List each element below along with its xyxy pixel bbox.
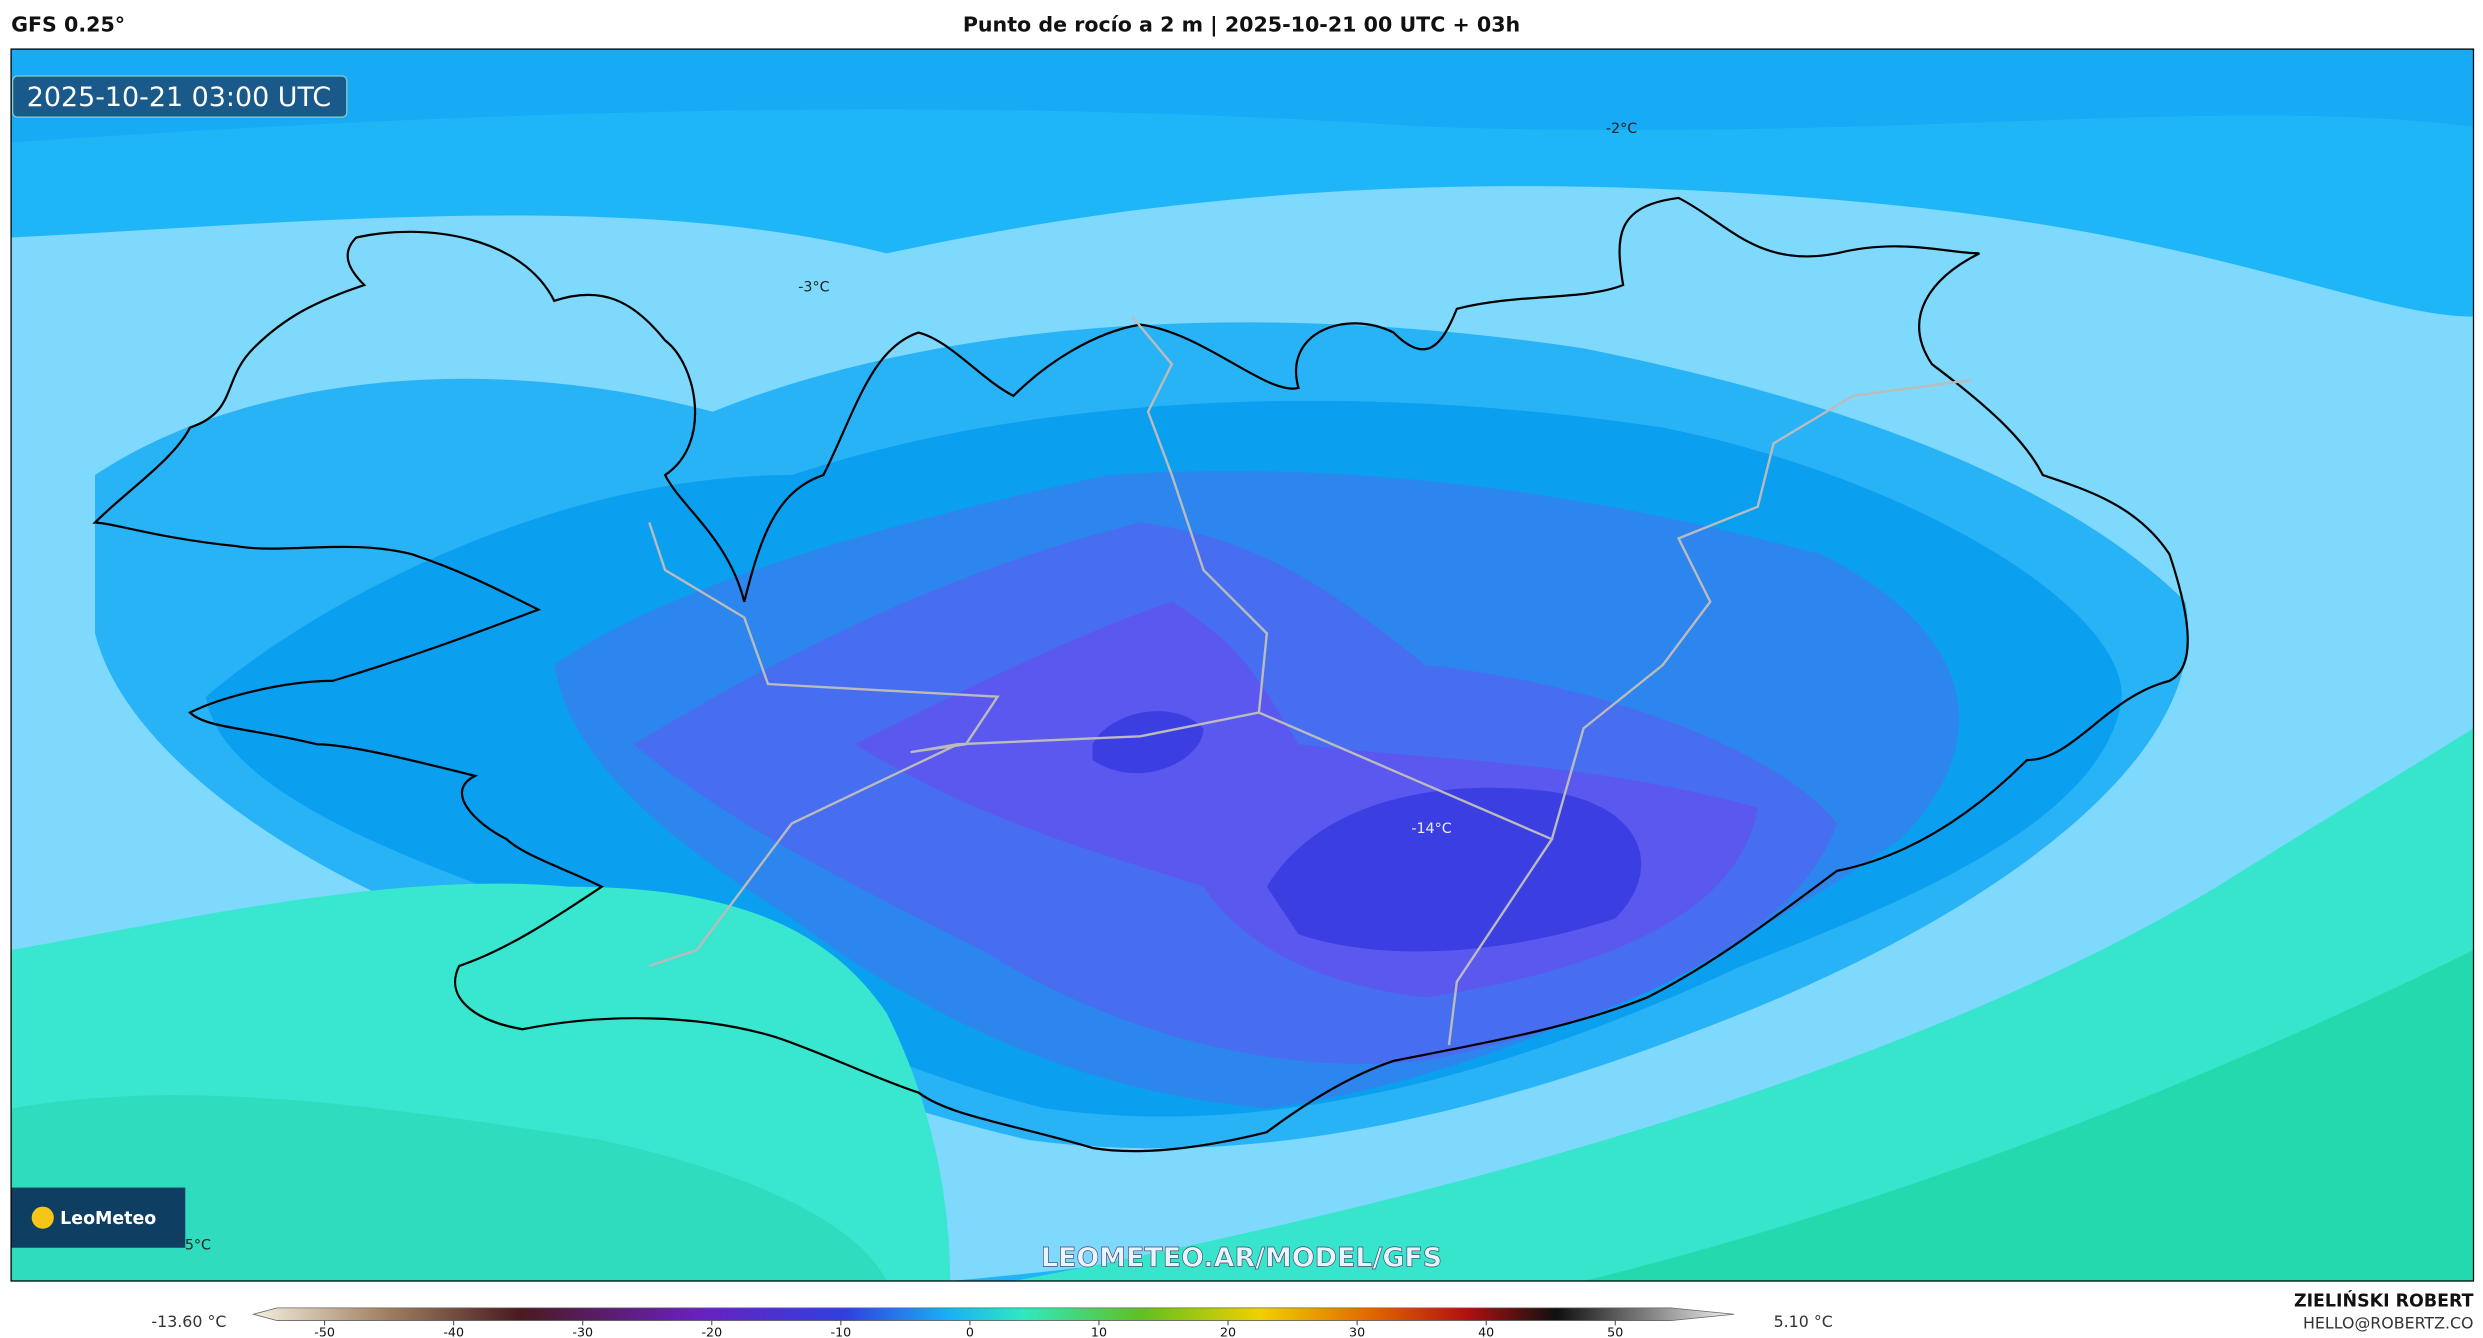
tick-label: 0 [966,1324,974,1338]
colorbar-min: -13.60 °C [151,1312,226,1331]
contour-label: -2°C [1606,121,1637,137]
tick-label: 50 [1607,1324,1623,1338]
tick-label: -10 [831,1324,852,1338]
map-frame [10,48,2475,1282]
map-title: Punto de rocío a 2 m | 2025-10-21 00 UTC… [963,13,1520,38]
tick-label: 40 [1478,1324,1494,1338]
contour-label: -14°C [1411,821,1451,837]
tick-label: -40 [443,1324,464,1338]
colorbar-max: 5.10 °C [1774,1312,1833,1331]
timestamp-box [12,75,348,118]
contour-label: 5°C [185,1237,211,1253]
contour-label: -3°C [798,279,829,295]
tick-label: 10 [1091,1324,1107,1338]
logo-sun [31,1206,54,1229]
timestamp: 2025-10-21 03:00 UTC [27,82,331,113]
tick-label: -30 [572,1324,593,1338]
colorbar [251,1307,1735,1321]
tick-label: 30 [1349,1324,1365,1338]
iceland-outline [92,196,2189,1153]
colorbar-ticks: -50 -40 -30 -20 -10 0 10 20 30 40 50 [314,1320,1623,1338]
tick-label: 20 [1220,1324,1236,1338]
email: HELLO@ROBERTZ.CO [2303,1313,2473,1332]
tick-label: -50 [314,1324,335,1338]
map-field [11,49,2474,1281]
author: ZIELIŃSKI ROBERT [2294,1289,2474,1311]
logo-text: LeoMeteo [60,1209,156,1229]
model-label: GFS 0.25° [11,13,125,37]
tick-label: -20 [701,1324,722,1338]
watermark: LEOMETEO.AR/MODEL/GFS [1041,1243,1442,1274]
